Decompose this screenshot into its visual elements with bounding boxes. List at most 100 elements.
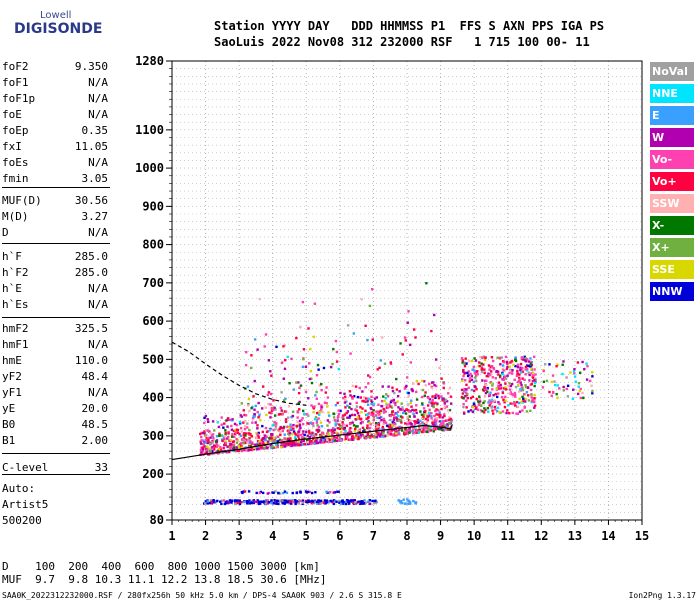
echo-point	[204, 500, 207, 503]
echo-point	[235, 428, 239, 432]
echo-point	[386, 394, 390, 398]
echo-point	[378, 366, 381, 369]
echo-point	[325, 490, 328, 494]
x-tick-label: 6	[336, 529, 343, 543]
echo-point	[480, 368, 483, 371]
echo-point	[329, 439, 333, 442]
echo-point	[309, 442, 313, 446]
echo-point	[414, 501, 417, 504]
echo-point	[248, 409, 251, 413]
echo-point	[306, 422, 309, 425]
echo-point	[504, 388, 508, 391]
echo-point	[465, 362, 468, 365]
echo-points	[199, 282, 594, 506]
echo-point	[553, 380, 556, 383]
echo-point	[359, 500, 362, 503]
y-tick-label: 1000	[135, 161, 164, 175]
echo-point	[236, 501, 240, 505]
echo-point	[306, 440, 310, 444]
echo-point	[292, 430, 296, 433]
separator	[2, 243, 110, 244]
echo-point	[341, 502, 345, 505]
echo-point	[315, 411, 319, 415]
echo-point	[418, 430, 422, 433]
echo-point	[219, 500, 222, 503]
echo-point	[532, 374, 535, 377]
echo-point	[385, 393, 388, 396]
echo-point	[501, 364, 505, 367]
echo-point	[498, 375, 502, 379]
echo-point	[230, 445, 233, 448]
echo-point	[215, 443, 218, 446]
echo-point	[372, 412, 375, 415]
echo-point	[266, 393, 270, 397]
echo-point	[226, 418, 229, 422]
echo-point	[302, 412, 306, 415]
echo-point	[362, 396, 366, 399]
echo-point	[512, 363, 515, 366]
echo-point	[256, 499, 259, 502]
echo-point	[397, 433, 401, 436]
echo-point	[533, 378, 536, 382]
echo-point	[394, 403, 397, 407]
echo-point	[430, 412, 433, 415]
echo-point	[476, 408, 480, 411]
echo-point	[342, 396, 345, 400]
echo-point	[310, 439, 313, 443]
echo-point	[412, 382, 415, 385]
echo-point	[467, 410, 470, 413]
param-name: B0	[2, 418, 16, 431]
echo-point	[490, 398, 494, 401]
echo-point	[227, 450, 231, 454]
echo-point	[339, 391, 342, 395]
echo-point	[385, 406, 389, 409]
echo-point	[269, 435, 272, 439]
echo-point	[480, 404, 483, 407]
echo-point	[556, 363, 559, 366]
echo-point	[496, 356, 499, 359]
echo-point	[368, 499, 371, 502]
echo-point	[222, 499, 226, 502]
echo-point	[306, 434, 309, 438]
param-value: N/A	[88, 76, 108, 89]
echo-point	[391, 424, 394, 427]
echo-point	[345, 434, 348, 438]
echo-point	[383, 420, 386, 424]
echo-point	[533, 404, 537, 407]
echo-point	[519, 368, 522, 372]
echo-point	[309, 347, 312, 351]
echo-point	[351, 421, 354, 424]
echo-point	[428, 427, 431, 431]
x-tick-label: 4	[269, 529, 276, 543]
echo-point	[273, 440, 276, 443]
echo-point	[223, 502, 227, 506]
echo-point	[523, 405, 527, 409]
echo-point	[410, 399, 413, 402]
echo-point	[211, 435, 214, 439]
echo-point	[252, 415, 255, 418]
param-name: foEp	[2, 124, 29, 137]
echo-point	[206, 418, 209, 421]
echo-point	[408, 422, 411, 425]
echo-point	[440, 419, 444, 423]
echo-point	[296, 420, 299, 424]
echo-point	[288, 431, 292, 435]
echo-point	[571, 388, 575, 391]
echo-point	[374, 499, 377, 502]
echo-point	[220, 416, 223, 419]
echo-point	[249, 445, 252, 448]
echo-point	[235, 423, 238, 427]
echo-point	[299, 426, 302, 430]
echo-point	[304, 430, 308, 434]
echo-point	[399, 342, 402, 345]
echo-point	[449, 402, 453, 405]
echo-point	[261, 430, 265, 434]
echo-point	[333, 436, 336, 439]
echo-point	[270, 502, 273, 505]
echo-point	[274, 501, 277, 504]
echo-point	[286, 416, 290, 419]
echo-point	[478, 364, 481, 368]
echo-point	[442, 382, 446, 385]
echo-point	[462, 405, 465, 409]
echo-point	[520, 383, 523, 387]
